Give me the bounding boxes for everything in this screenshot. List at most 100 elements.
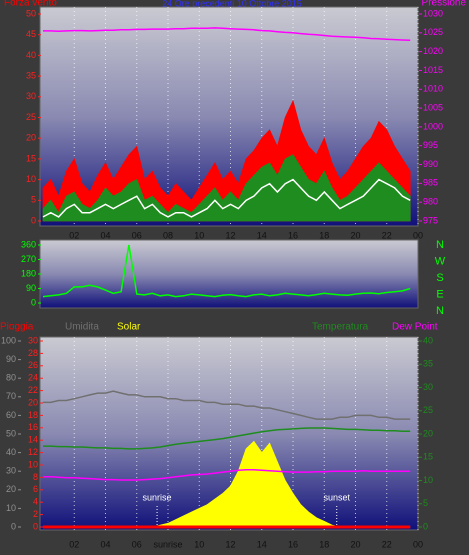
y-tick-label: 70: [6, 391, 16, 401]
y-tick-label: 6: [33, 484, 38, 494]
x-tick-label: 12: [225, 539, 235, 549]
y-tick-label: 20: [6, 484, 16, 494]
x-tick-label: 06: [132, 539, 142, 549]
y-tick-label: 0: [31, 297, 36, 307]
x-tick-label: 04: [100, 230, 110, 240]
legend-label: Dew Point: [392, 322, 438, 333]
x-tick-label: 18: [319, 539, 329, 549]
y-tick-label: 35: [26, 70, 36, 80]
y-tick-label: 80: [6, 373, 16, 383]
annotation: sunrise: [143, 492, 172, 502]
y-tick-label: 20: [28, 397, 38, 407]
x-tick-label: 12: [225, 230, 235, 240]
x-tick-label: 04: [100, 539, 110, 549]
y-tick-label: 25: [423, 405, 433, 415]
y-tick-label: 990: [423, 159, 438, 169]
series-area: [42, 154, 411, 222]
legend-label: Solar: [117, 322, 141, 333]
x-tick-label: 20: [350, 230, 360, 240]
x-tick-label: 00: [413, 539, 423, 549]
y-tick-label: 10: [26, 174, 36, 184]
y-tick-label: 25: [26, 112, 36, 122]
y-tick-label: 18: [28, 410, 38, 420]
y-tick-label: 30: [6, 466, 16, 476]
y-tick-label: 995: [423, 140, 438, 150]
y-tick-label: 985: [423, 178, 438, 188]
annotation: sunset: [323, 492, 350, 502]
y-tick-label: 50: [6, 428, 16, 438]
y-tick-label: 30: [423, 382, 433, 392]
compass-label: W: [435, 255, 446, 267]
y-tick-label: 1000: [423, 121, 443, 131]
y-tick-label: 90: [6, 354, 16, 364]
x-tick-label: 00: [413, 230, 423, 240]
y-tick-label: 180: [21, 268, 36, 278]
y-tick-label: 20: [26, 133, 36, 143]
y-tick-label: 22: [28, 385, 38, 395]
y-tick-label: 975: [423, 215, 438, 225]
y-tick-label: 1010: [423, 84, 443, 94]
x-tick-label: 22: [382, 230, 392, 240]
y-tick-label: 15: [423, 452, 433, 462]
y-tick-label: 30: [28, 335, 38, 345]
x-tick-label: sunrise: [153, 539, 182, 549]
y-tick-label: 8: [33, 472, 38, 482]
series-line: [43, 469, 411, 481]
y-tick-label: 100: [1, 335, 16, 345]
y-tick-label: 50: [26, 8, 36, 18]
y-tick-label: 0: [31, 215, 36, 225]
y-tick-label: 5: [423, 498, 428, 508]
y-tick-label: 1020: [423, 46, 443, 56]
y-tick-label: 1005: [423, 102, 443, 112]
x-tick-label: 06: [132, 230, 142, 240]
series-line: [43, 390, 411, 420]
y-tick-label: 90: [26, 283, 36, 293]
compass-label: N: [436, 239, 444, 251]
y-tick-label: 10: [423, 475, 433, 485]
plot-background: [39, 239, 419, 309]
y-tick-label: 26: [28, 360, 38, 370]
y-tick-label: 10: [28, 459, 38, 469]
legend-label: Temperatura: [312, 322, 369, 333]
x-tick-label: 10: [194, 230, 204, 240]
compass-label: E: [436, 288, 443, 300]
x-tick-label: 20: [350, 539, 360, 549]
legend-label: Pioggia: [0, 322, 34, 333]
x-tick-label: 22: [382, 539, 392, 549]
x-tick-label: 16: [288, 230, 298, 240]
x-tick-label: 14: [257, 539, 267, 549]
series-line: [42, 244, 411, 298]
x-tick-label: 14: [257, 230, 267, 240]
x-tick-label: 08: [163, 230, 173, 240]
y-tick-label: 10: [6, 503, 16, 513]
x-tick-label: 10: [194, 539, 204, 549]
y-tick-label: 1025: [423, 27, 443, 37]
y-tick-label: 0: [423, 521, 428, 531]
y-tick-label: 360: [21, 239, 36, 249]
x-tick-label: 16: [288, 539, 298, 549]
y-tick-label: 16: [28, 422, 38, 432]
y-tick-label: 12: [28, 447, 38, 457]
y-tick-label: 1015: [423, 65, 443, 75]
series-line: [43, 27, 411, 42]
y-tick-label: 2: [33, 509, 38, 519]
x-tick-label: 02: [69, 539, 79, 549]
legend-label: Umidita: [65, 322, 99, 333]
y-tick-label: 270: [21, 254, 36, 264]
x-tick-label: 02: [69, 230, 79, 240]
y-tick-label: 0: [11, 521, 16, 531]
x-tick-label: 18: [319, 230, 329, 240]
y-tick-label: 45: [26, 29, 36, 39]
chart-title: 24 Ore precedenti 10 Ottobre 2015: [162, 0, 302, 8]
series-line: [42, 178, 411, 218]
y-tick-label: 40: [423, 335, 433, 345]
y-tick-label: 0: [33, 521, 38, 531]
y-tick-label: 980: [423, 197, 438, 207]
legend-label: Forza vento: [4, 0, 57, 9]
y-tick-label: 14: [28, 435, 38, 445]
compass-label: S: [436, 272, 443, 284]
y-tick-label: 20: [423, 428, 433, 438]
y-tick-label: 5: [31, 195, 36, 205]
y-tick-label: 1030: [423, 8, 443, 18]
